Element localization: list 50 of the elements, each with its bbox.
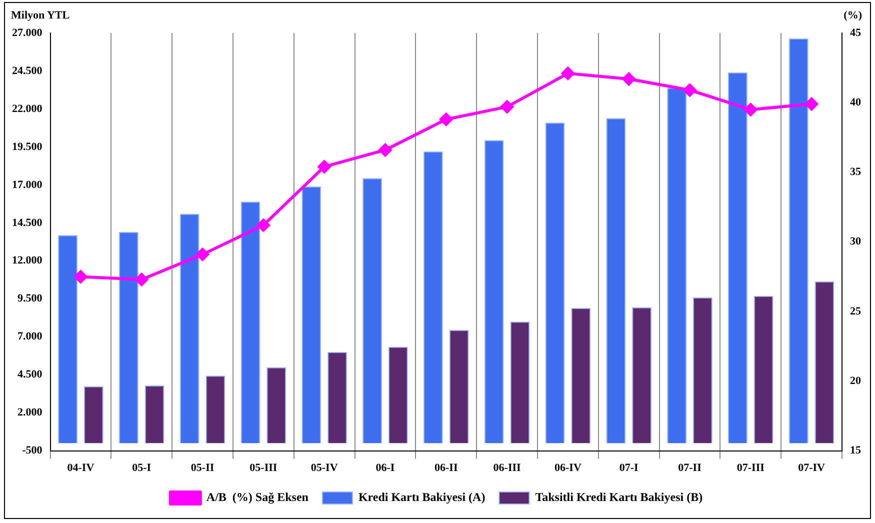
point: [622, 72, 636, 86]
y-tick-label: 14.500: [12, 216, 43, 229]
y2-tick-label: 35: [850, 166, 862, 178]
y2-tick-label: 40: [850, 96, 862, 108]
y-tick-label: 19.500: [12, 140, 43, 153]
x-tick-label: 04-IV: [67, 462, 94, 474]
y-tick-label: 9.500: [18, 292, 43, 305]
y2-tick-label: 20: [850, 375, 862, 388]
legend-label: A/B (%) Sağ Eksen: [206, 490, 309, 504]
x-tick-label: 05-IV: [310, 462, 338, 474]
point: [378, 143, 392, 156]
x-tick-label: 05-I: [132, 462, 152, 474]
legend-label: Kredi Kartı Bakiyesi (A): [358, 490, 486, 504]
y-tick-label: 4.500: [18, 368, 43, 381]
x-tick-label: 07-I: [619, 462, 638, 474]
point: [744, 103, 758, 116]
x-tick-label: 05-II: [190, 462, 214, 474]
x-tick-label: 07-II: [678, 462, 702, 474]
x-tick-label: 06-III: [493, 462, 521, 474]
point: [561, 66, 574, 80]
point: [440, 112, 453, 126]
x-tick-label: 07-IV: [798, 462, 826, 474]
point: [805, 98, 818, 111]
y-tick-label: 2.000: [18, 406, 43, 419]
point: [135, 273, 148, 286]
point: [500, 100, 514, 114]
point: [196, 248, 210, 261]
y2-tick-label: 30: [850, 236, 862, 248]
y-tick-label: -500: [22, 444, 43, 457]
y-tick-label: 27.000: [12, 26, 43, 39]
y-tick-label: 22.000: [12, 102, 43, 115]
y2-tick-label: 15: [850, 444, 862, 457]
point: [683, 84, 696, 97]
x-tick-label: 07-III: [736, 462, 764, 474]
y-tick-label: 12.000: [12, 254, 43, 267]
point: [318, 160, 331, 174]
x-tick-label: 06-II: [434, 462, 458, 474]
point: [256, 218, 270, 232]
x-tick-label: 06-IV: [554, 462, 582, 474]
y2-tick-label: 45: [850, 26, 862, 39]
x-tick-label: 05-III: [250, 462, 278, 474]
legend-label: Taksitli Kredi Kartı Bakiyesi (B): [535, 490, 703, 504]
x-tick-label: 06-I: [376, 462, 395, 474]
point: [74, 270, 88, 284]
y-tick-label: 17.000: [12, 178, 43, 191]
y-axis-title: Milyon YTL: [11, 9, 70, 22]
y-tick-label: 7.000: [18, 330, 43, 343]
y2-axis-title: (%): [844, 9, 862, 22]
y2-tick-label: 25: [850, 305, 862, 318]
y-tick-label: 24.500: [12, 64, 43, 77]
